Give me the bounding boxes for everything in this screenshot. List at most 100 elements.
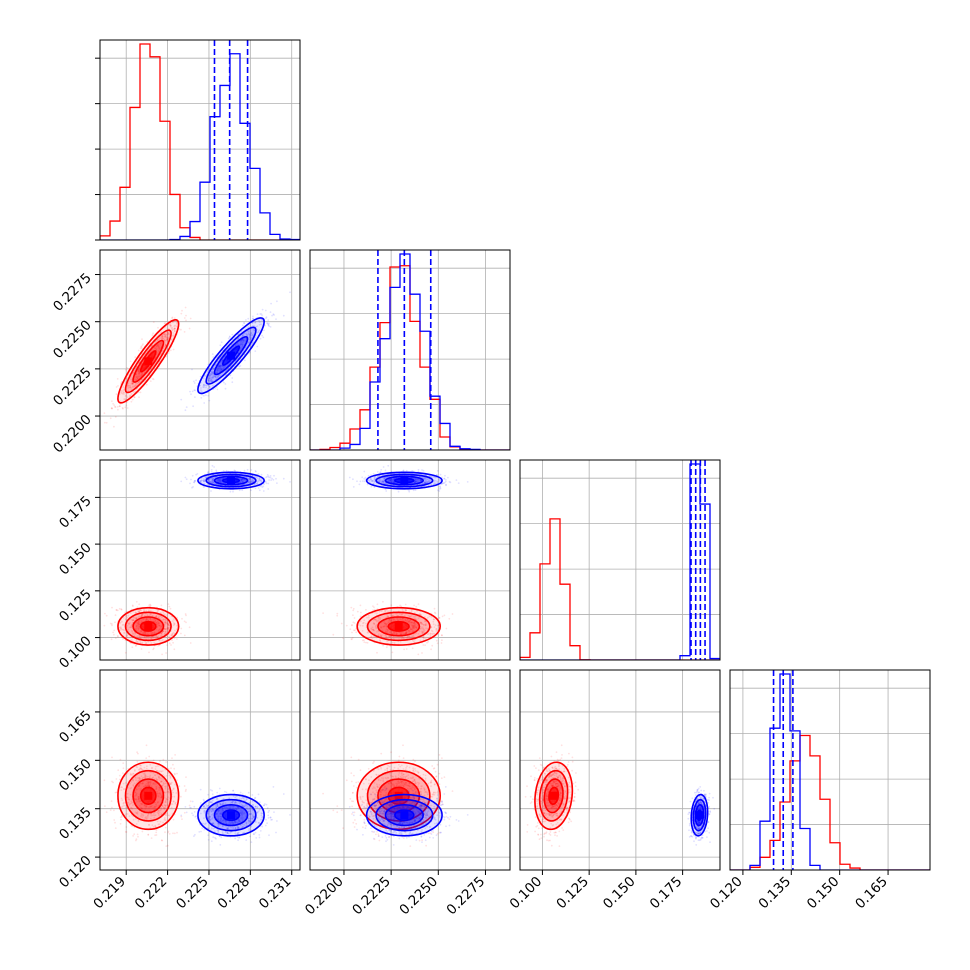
scatter-point xyxy=(161,335,164,338)
scatter-point xyxy=(144,631,147,634)
scatter-point xyxy=(263,329,265,332)
scatter-point xyxy=(259,313,262,315)
scatter-point xyxy=(272,313,275,316)
scatter-point xyxy=(115,386,118,388)
scatter-point xyxy=(121,392,124,395)
scatter-point xyxy=(126,396,129,399)
scatter-point xyxy=(167,626,170,629)
scatter-point xyxy=(415,605,418,608)
scatter-point xyxy=(111,624,113,627)
scatter-point xyxy=(135,644,138,647)
scatter-point xyxy=(243,338,246,340)
scatter-point xyxy=(152,618,155,620)
scatter-point xyxy=(420,627,423,630)
scatter-point xyxy=(265,482,268,485)
scatter-point xyxy=(151,632,153,634)
scatter-point xyxy=(408,635,411,638)
scatter-point xyxy=(148,614,151,617)
scatter-point xyxy=(443,477,446,480)
scatter-point xyxy=(167,624,170,626)
scatter-point xyxy=(466,481,469,483)
scatter-point xyxy=(393,618,395,620)
scatter-point xyxy=(210,469,213,471)
scatter-point xyxy=(251,341,254,344)
scatter-point xyxy=(130,626,133,629)
scatter-point xyxy=(162,618,165,621)
scatter-point xyxy=(209,377,212,379)
scatter-point xyxy=(136,383,139,385)
scatter-point xyxy=(424,620,426,623)
scatter-point xyxy=(203,480,205,483)
scatter-point xyxy=(441,615,444,618)
scatter-point xyxy=(139,629,142,632)
scatter-point xyxy=(248,481,250,484)
scatter-point xyxy=(410,628,412,631)
scatter-point xyxy=(210,380,213,383)
scatter-point xyxy=(402,619,405,622)
scatter-point xyxy=(157,621,160,624)
scatter-point xyxy=(363,641,366,643)
scatter-point xyxy=(160,632,163,634)
scatter-point xyxy=(170,327,173,330)
data-layer xyxy=(100,40,930,870)
scatter-point xyxy=(212,376,215,378)
scatter-point xyxy=(163,322,166,325)
scatter-point xyxy=(159,344,161,346)
scatter-point xyxy=(166,644,169,646)
scatter-point xyxy=(410,621,413,624)
scatter-point xyxy=(243,479,246,482)
scatter-point xyxy=(145,610,148,612)
scatter-point xyxy=(138,611,141,613)
scatter-point xyxy=(260,318,263,321)
scatter-point xyxy=(215,376,218,379)
scatter-point xyxy=(203,480,205,483)
scatter-point xyxy=(428,480,430,482)
scatter-point xyxy=(189,642,192,644)
scatter-point xyxy=(352,609,355,612)
scatter-point xyxy=(154,357,157,359)
scatter-point xyxy=(156,621,159,623)
scatter-point xyxy=(156,636,159,639)
scatter-point xyxy=(240,340,243,342)
scatter-point xyxy=(220,341,223,344)
scatter-point xyxy=(147,638,150,640)
scatter-point xyxy=(260,313,263,315)
scatter-point xyxy=(220,478,223,480)
scatter-point xyxy=(239,478,242,481)
scatter-point xyxy=(395,632,398,635)
scatter-point xyxy=(136,626,139,629)
scatter-point xyxy=(379,633,382,636)
grid-layer xyxy=(100,40,930,870)
scatter-point xyxy=(413,627,416,630)
scatter-point xyxy=(224,383,227,385)
scatter-point xyxy=(141,378,144,380)
scatter-point xyxy=(155,614,158,617)
scatter-point xyxy=(172,634,174,637)
scatter-point xyxy=(408,490,411,493)
scatter-point xyxy=(421,630,423,633)
scatter-point xyxy=(220,364,223,367)
scatter-point xyxy=(135,617,138,620)
scatter-point xyxy=(214,375,217,378)
scatter-point xyxy=(256,480,259,483)
scatter-point xyxy=(384,469,387,472)
scatter-point xyxy=(411,626,414,629)
scatter-point xyxy=(166,330,169,333)
scatter-point xyxy=(246,334,248,336)
scatter-point xyxy=(164,344,167,346)
scatter-point xyxy=(380,625,382,628)
scatter-point xyxy=(135,376,138,378)
scatter-point xyxy=(159,635,162,637)
scatter-point xyxy=(140,614,143,616)
scatter-point xyxy=(144,632,147,635)
scatter-point xyxy=(367,631,370,634)
scatter-point xyxy=(238,365,241,368)
scatter-point xyxy=(218,368,220,371)
scatter-point xyxy=(379,616,381,619)
scatter-point xyxy=(371,628,373,631)
scatter-point xyxy=(122,390,125,392)
scatter-point xyxy=(127,384,130,387)
scatter-point xyxy=(171,326,174,329)
scatter-point xyxy=(163,618,166,621)
scatter-point xyxy=(135,384,138,387)
